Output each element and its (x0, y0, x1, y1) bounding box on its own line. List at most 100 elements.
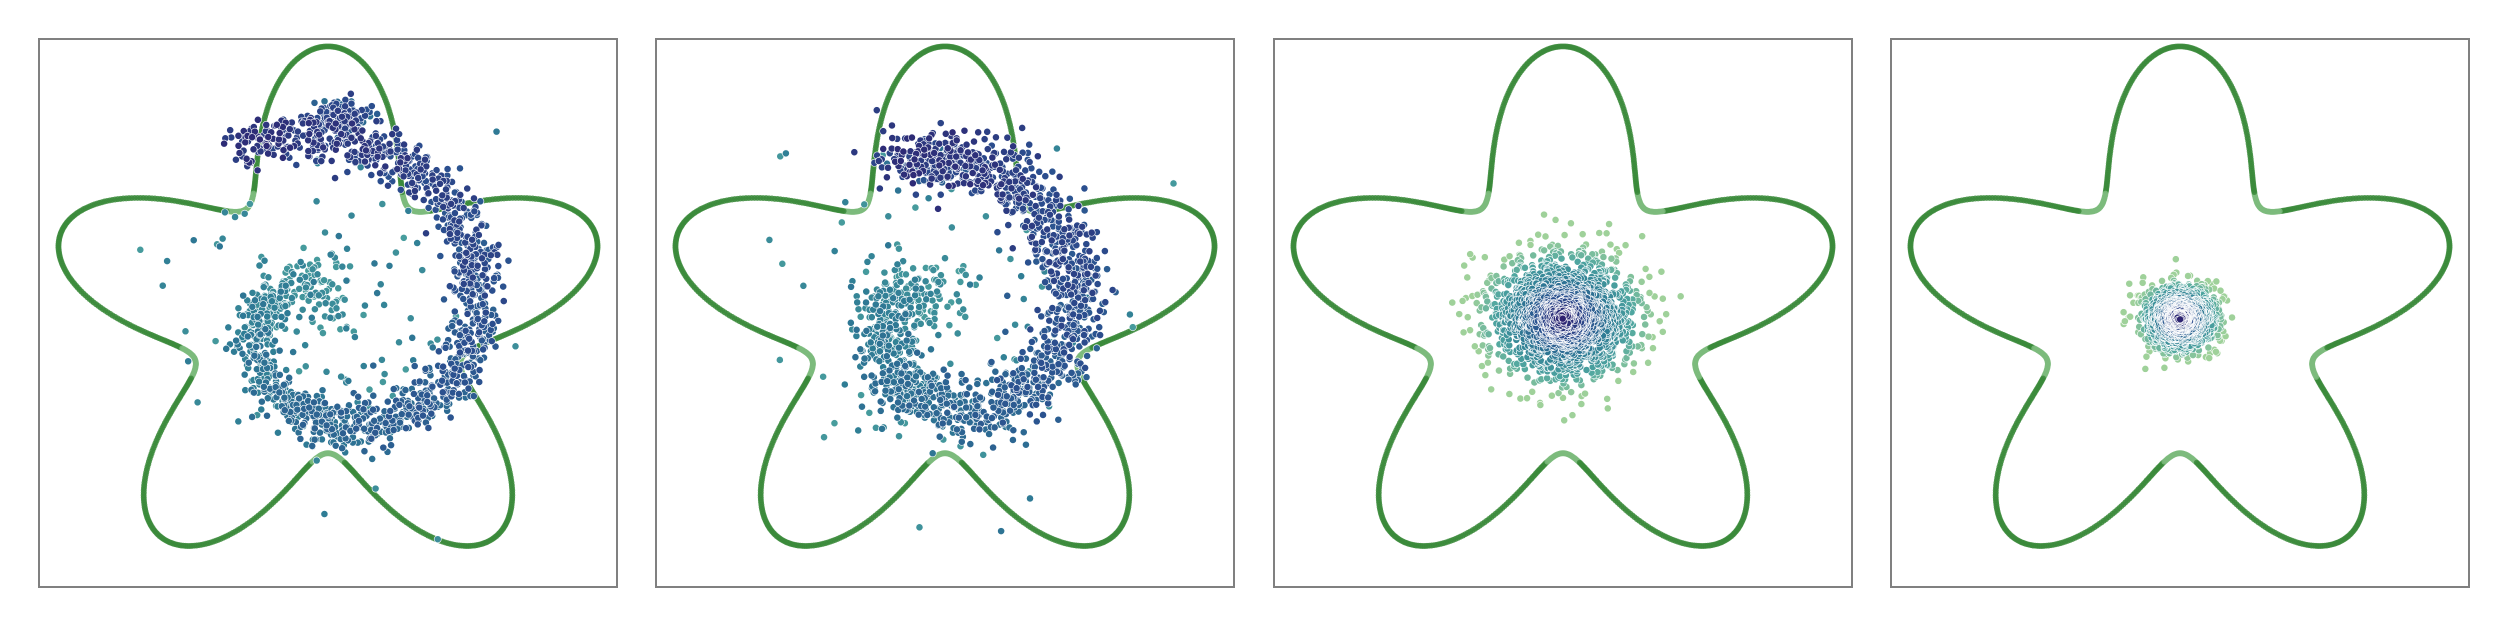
sample-point (408, 179, 416, 187)
sample-point (433, 535, 442, 544)
sample-point (397, 410, 406, 419)
sample-point (474, 231, 483, 239)
sample-point (334, 232, 343, 240)
sample-point (326, 410, 335, 419)
sample-point (234, 417, 243, 426)
sample-point (307, 313, 316, 322)
sample-point (296, 435, 305, 443)
sample-point (901, 310, 910, 318)
sample-point (1001, 327, 1010, 336)
sample-point (492, 127, 501, 136)
sample-point (799, 281, 808, 290)
sample-point (941, 254, 949, 263)
sample-point (1044, 393, 1053, 402)
sample-point (459, 204, 468, 212)
sample-point (942, 399, 951, 408)
sample-point (488, 286, 497, 295)
sample-point (358, 126, 367, 135)
sample-point (334, 312, 343, 320)
sample-point (234, 141, 243, 150)
sample-point (381, 419, 390, 427)
sample-point (905, 347, 914, 356)
sample-point (878, 331, 887, 340)
sample-point (973, 380, 982, 388)
sample-point (1051, 345, 1060, 354)
sample-point (1031, 375, 1040, 384)
sample-point (881, 278, 889, 287)
sample-point (222, 344, 231, 353)
sample-point (276, 287, 285, 296)
sample-point (885, 366, 894, 375)
sample-point (991, 367, 1000, 376)
sample-point (350, 110, 359, 118)
sample-point (463, 184, 472, 193)
sample-point (993, 334, 1002, 342)
sample-point (921, 277, 930, 286)
sample-point (302, 283, 310, 292)
sample-point (445, 282, 454, 291)
sample-point (416, 165, 425, 174)
sample-point (1048, 304, 1057, 312)
sample-point (248, 288, 257, 297)
sample-point (424, 189, 433, 198)
sample-point (903, 392, 911, 400)
sample-point (439, 362, 447, 371)
sample-point (260, 256, 269, 265)
sample-point (298, 305, 307, 314)
sample-point (857, 391, 865, 399)
sample-point (1017, 272, 1026, 281)
star-boundary (672, 43, 1218, 549)
sample-point (383, 397, 392, 406)
sample-point (404, 410, 413, 419)
sample-point (308, 442, 317, 450)
sample-point (235, 149, 244, 157)
sample-point (915, 523, 924, 532)
sample-point (411, 187, 419, 195)
sample-point (876, 397, 885, 406)
sample-point (961, 312, 970, 321)
sample-point (975, 425, 984, 434)
sample-point (238, 349, 247, 358)
sample-point (962, 403, 971, 412)
sample-point (1011, 320, 1019, 329)
sample-point (321, 228, 329, 237)
sample-point (286, 143, 295, 152)
sample-point (428, 175, 437, 184)
sample-point (308, 265, 317, 274)
sample-point (480, 291, 489, 300)
sample-point (778, 259, 787, 268)
sample-point (494, 262, 503, 270)
sample-point (476, 197, 485, 206)
sample-point (257, 405, 266, 414)
sample-point (158, 281, 167, 290)
sample-point (262, 350, 271, 359)
sample-point (321, 399, 329, 407)
sample-point (973, 402, 982, 411)
sample-point (240, 323, 249, 332)
sample-point (1026, 345, 1035, 353)
sample-point (443, 165, 452, 173)
sample-point (232, 336, 241, 345)
sample-point (886, 324, 894, 332)
sample-point (388, 130, 397, 139)
sample-point (221, 208, 229, 217)
sample-point (1009, 369, 1018, 378)
sample-point (450, 307, 459, 316)
sample-point (856, 312, 865, 321)
sample-point (1080, 338, 1089, 347)
sample-point (463, 310, 472, 318)
sample-point (371, 428, 380, 437)
sample-point (975, 273, 984, 282)
sample-point (376, 169, 384, 178)
sample-point (295, 275, 304, 284)
sample-point (316, 428, 324, 437)
sample-point (460, 378, 469, 387)
sample-point (854, 305, 863, 314)
sample-point (269, 347, 278, 356)
sample-point (315, 130, 324, 139)
sample-point (895, 432, 903, 441)
sample-point (909, 264, 917, 273)
sample-point (894, 398, 902, 407)
sample-point (865, 408, 874, 417)
sample-point (1069, 321, 1078, 329)
